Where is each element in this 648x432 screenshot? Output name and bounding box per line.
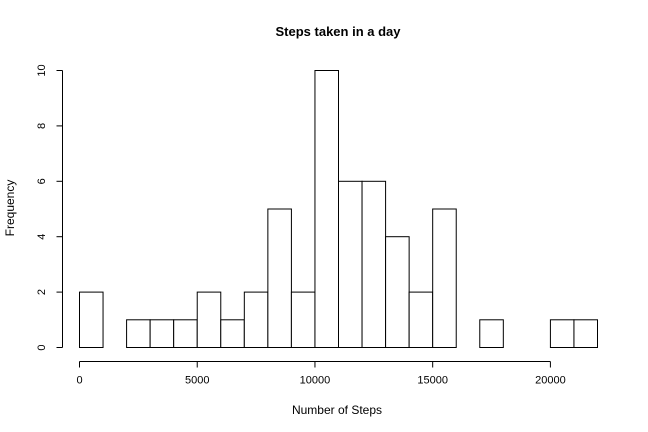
histogram-bar-3 bbox=[149, 319, 175, 348]
y-tick-label-0: 0 bbox=[36, 344, 48, 350]
x-tick-label-1: 5000 bbox=[185, 375, 209, 387]
x-tick-label-0: 0 bbox=[76, 375, 82, 387]
y-axis-label: Frequency bbox=[3, 180, 17, 237]
y-tick-label-5: 10 bbox=[36, 64, 48, 76]
histogram-bar-2 bbox=[126, 319, 151, 348]
histogram-bar-11 bbox=[338, 180, 363, 348]
y-axis: 0 2 4 6 8 10 bbox=[36, 64, 63, 351]
x-axis-label: Number of Steps bbox=[292, 403, 382, 417]
histogram-bar-6 bbox=[220, 319, 245, 348]
x-tick-label-4: 20000 bbox=[535, 375, 566, 387]
histogram-bar-14 bbox=[408, 291, 434, 349]
histogram-bar-5 bbox=[196, 291, 222, 349]
y-tick-label-4: 8 bbox=[36, 123, 48, 129]
x-axis: 0 5000 10000 15000 20000 bbox=[76, 361, 566, 387]
histogram-bar-9 bbox=[290, 291, 316, 349]
histogram-bar-4 bbox=[173, 319, 198, 348]
histogram-bar-7 bbox=[243, 291, 269, 349]
bars-group bbox=[79, 70, 598, 349]
histogram-bar-15 bbox=[432, 208, 457, 348]
y-tick-label-2: 4 bbox=[36, 234, 48, 240]
histogram-bar-12 bbox=[361, 180, 387, 348]
histogram-bar-17 bbox=[479, 319, 504, 348]
histogram-bar-20 bbox=[549, 319, 575, 348]
histogram-bar-10 bbox=[314, 70, 340, 348]
chart-title: Steps taken in a day bbox=[276, 24, 402, 39]
y-tick-label-3: 6 bbox=[36, 178, 48, 184]
x-tick-label-2: 10000 bbox=[300, 375, 331, 387]
x-tick-label-3: 15000 bbox=[417, 375, 448, 387]
y-tick-label-1: 2 bbox=[36, 289, 48, 295]
histogram-bar-21 bbox=[573, 319, 598, 348]
histogram-bar-0 bbox=[79, 291, 104, 349]
histogram-bar-13 bbox=[385, 236, 410, 348]
histogram-bar-8 bbox=[267, 208, 292, 348]
